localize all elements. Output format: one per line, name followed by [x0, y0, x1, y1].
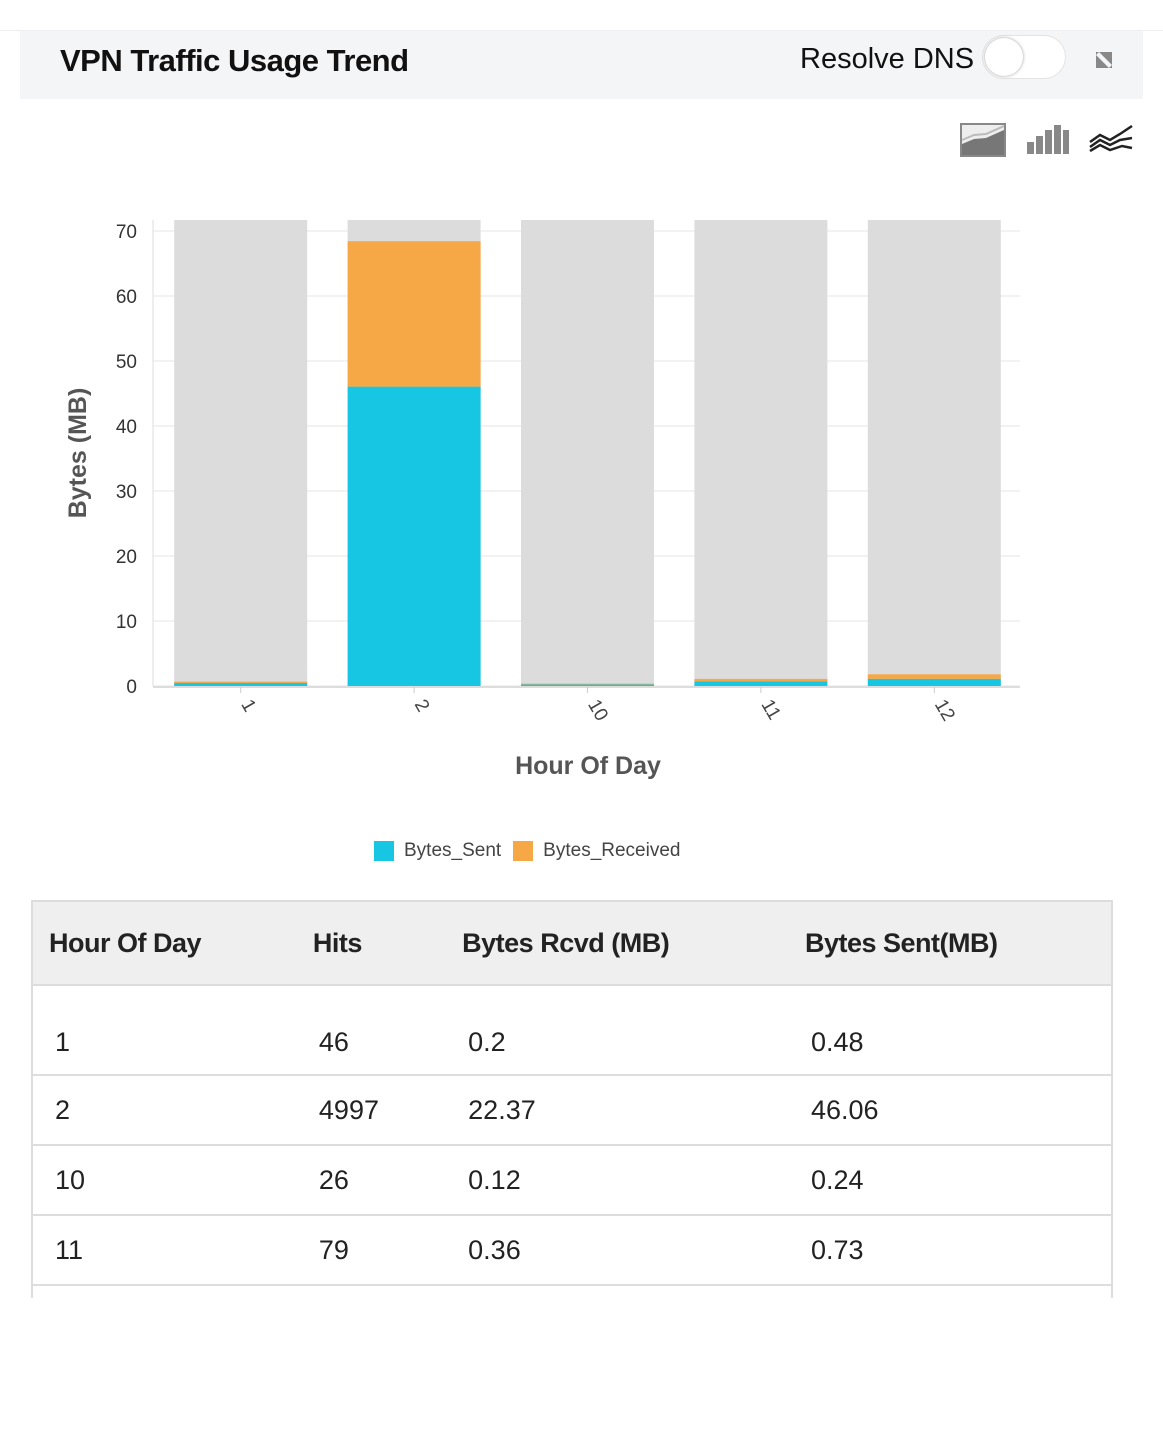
column-header[interactable]: Hour Of Day: [33, 900, 297, 986]
bar-bytes-received: [347, 241, 481, 387]
table-cell: 26: [296, 1145, 447, 1216]
table-cell: 2: [33, 1075, 297, 1146]
x-tick-label: 2: [410, 696, 433, 716]
resolve-dns-label: Resolve DNS: [800, 43, 975, 75]
table-row: 2 4997 22.37 46.06: [33, 1075, 1111, 1146]
table-row: 10 26 0.12 0.24: [33, 1145, 1111, 1216]
widget-header: VPN Traffic Usage Trend Resolve DNS: [20, 31, 1143, 99]
table-cell: 0.12: [446, 1145, 789, 1216]
table-cell: 0.48: [788, 985, 1111, 1076]
legend-swatch-bytes-sent[interactable]: [374, 841, 394, 861]
y-tick-label: 60: [116, 287, 137, 308]
bar-background: [694, 220, 828, 686]
column-header[interactable]: Bytes Rcvd (MB): [446, 900, 789, 986]
divider: [0, 30, 1163, 31]
widget-title: VPN Traffic Usage Trend: [60, 43, 409, 78]
legend: Bytes_Sent Bytes_Received: [374, 840, 680, 862]
line-chart-icon[interactable]: [1088, 120, 1134, 160]
y-tick-label: 50: [116, 352, 137, 373]
table-cell: 79: [296, 1215, 447, 1286]
expand-icon[interactable]: [1096, 52, 1112, 68]
bar-bytes-received: [521, 683, 654, 685]
bar-bytes-sent: [347, 386, 481, 686]
y-tick-label: 70: [116, 222, 137, 243]
table-cell: 0.2: [446, 985, 789, 1076]
table-cell: 46: [296, 985, 447, 1076]
y-tick-label: 0: [126, 677, 137, 698]
bar-bytes-received: [174, 681, 308, 683]
x-tick-label: 10: [583, 696, 612, 725]
table-cell: 4997: [296, 1075, 447, 1146]
table-row: 1 46 0.2 0.48: [33, 985, 1111, 1076]
table-cell: 11: [33, 1215, 297, 1286]
x-tick-label: 1: [236, 696, 259, 716]
table-row: 11 79 0.36 0.73: [33, 1215, 1111, 1286]
bar-background: [174, 220, 308, 686]
table-cell: 10: [33, 1145, 297, 1216]
bar-background: [521, 220, 654, 686]
legend-label-bytes-received[interactable]: Bytes_Received: [543, 840, 681, 861]
column-header[interactable]: Hits: [296, 900, 447, 986]
legend-swatch-bytes-received[interactable]: [513, 841, 534, 861]
x-tick-label: 12: [930, 696, 959, 725]
bar-bytes-sent: [174, 682, 308, 686]
bar-bytes-received: [867, 674, 1001, 679]
column-header[interactable]: Bytes Sent(MB): [788, 900, 1111, 986]
y-axis-title: Bytes (MB): [64, 388, 92, 519]
table-cell: 22.37: [446, 1075, 789, 1146]
bar-bytes-received: [694, 678, 828, 682]
x-tick-label: 11: [757, 696, 785, 724]
table-cell: 0.36: [446, 1215, 789, 1286]
y-tick-label: 10: [116, 612, 137, 633]
y-tick-label: 40: [116, 417, 137, 438]
data-table: Hour Of Day Hits Bytes Rcvd (MB) Bytes S…: [31, 900, 1113, 1298]
bar-bytes-sent: [694, 681, 828, 686]
y-tick-label: 20: [116, 547, 137, 568]
toggle-knob: [985, 38, 1023, 76]
table-cell: 0.24: [788, 1145, 1111, 1216]
resolve-dns-toggle[interactable]: [982, 35, 1066, 79]
y-tick-label: 30: [116, 482, 137, 503]
table-cell: 46.06: [788, 1075, 1111, 1146]
x-axis-title: Hour Of Day: [515, 752, 661, 780]
bar-bytes-sent: [867, 678, 1001, 686]
bar-chart-icon[interactable]: [1025, 120, 1071, 160]
area-chart-icon[interactable]: [960, 120, 1006, 160]
bar-background: [867, 220, 1001, 686]
legend-label-bytes-sent[interactable]: Bytes_Sent: [404, 840, 502, 861]
table-cell: 1: [33, 985, 297, 1076]
bar-bytes-sent: [521, 684, 654, 686]
table-cell: 0.73: [788, 1215, 1111, 1286]
